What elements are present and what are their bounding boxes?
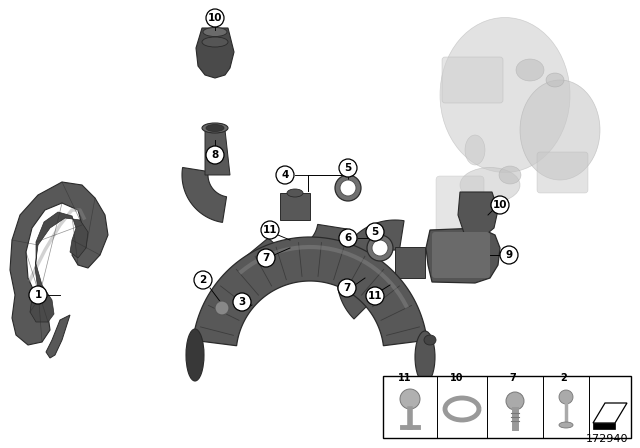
Ellipse shape (340, 180, 356, 196)
Text: 9: 9 (506, 250, 513, 260)
FancyBboxPatch shape (537, 152, 588, 193)
Ellipse shape (424, 335, 436, 345)
Text: 4: 4 (282, 170, 289, 180)
Text: 11: 11 (368, 291, 382, 301)
FancyBboxPatch shape (432, 232, 490, 278)
Circle shape (194, 271, 212, 289)
Text: 7: 7 (509, 373, 516, 383)
FancyBboxPatch shape (436, 176, 484, 254)
Text: 7: 7 (262, 253, 269, 263)
Text: 10: 10 (493, 200, 508, 210)
Ellipse shape (203, 27, 227, 36)
Polygon shape (182, 168, 227, 222)
Ellipse shape (287, 189, 303, 197)
Circle shape (339, 159, 357, 177)
Ellipse shape (415, 331, 435, 383)
Text: 7: 7 (343, 283, 351, 293)
FancyBboxPatch shape (442, 57, 503, 103)
Circle shape (366, 287, 384, 305)
Text: 5: 5 (371, 227, 379, 237)
Ellipse shape (465, 135, 485, 165)
Ellipse shape (516, 59, 544, 81)
Circle shape (338, 279, 356, 297)
Text: 5: 5 (344, 163, 351, 173)
Circle shape (506, 392, 524, 410)
Ellipse shape (559, 422, 573, 428)
Circle shape (261, 221, 279, 239)
Ellipse shape (520, 80, 600, 180)
Polygon shape (337, 220, 404, 319)
Polygon shape (196, 28, 234, 78)
Text: 10: 10 (450, 373, 463, 383)
Text: 1: 1 (35, 290, 42, 300)
Circle shape (366, 223, 384, 241)
Polygon shape (30, 212, 88, 322)
Circle shape (339, 229, 357, 247)
Circle shape (491, 196, 509, 214)
Circle shape (206, 9, 224, 27)
Ellipse shape (367, 235, 393, 261)
Ellipse shape (460, 168, 520, 202)
Text: 172940: 172940 (586, 434, 628, 444)
Text: 6: 6 (344, 233, 351, 243)
Polygon shape (10, 182, 108, 345)
Ellipse shape (186, 329, 204, 381)
Polygon shape (395, 247, 425, 278)
Polygon shape (193, 237, 427, 346)
Text: 11: 11 (398, 373, 412, 383)
Circle shape (559, 390, 573, 404)
Polygon shape (458, 192, 498, 233)
Ellipse shape (335, 175, 361, 201)
Circle shape (215, 301, 229, 315)
Ellipse shape (372, 240, 388, 256)
Polygon shape (245, 224, 348, 278)
Circle shape (276, 166, 294, 184)
Ellipse shape (202, 123, 228, 133)
Ellipse shape (499, 166, 521, 184)
Text: 11: 11 (263, 225, 277, 235)
Polygon shape (280, 193, 310, 220)
Circle shape (233, 293, 251, 311)
Text: 2: 2 (560, 373, 567, 383)
Circle shape (206, 146, 224, 164)
Ellipse shape (440, 17, 570, 172)
Circle shape (257, 249, 275, 267)
Polygon shape (205, 130, 230, 175)
Ellipse shape (206, 125, 224, 132)
Circle shape (29, 286, 47, 304)
Circle shape (400, 389, 420, 409)
Polygon shape (426, 228, 500, 283)
Text: 8: 8 (211, 150, 219, 160)
Bar (383, 376, 631, 438)
Polygon shape (46, 315, 70, 358)
Text: 10: 10 (208, 13, 222, 23)
Ellipse shape (202, 37, 228, 47)
Polygon shape (593, 403, 627, 423)
Circle shape (500, 246, 518, 264)
Polygon shape (593, 423, 615, 429)
Ellipse shape (546, 73, 564, 87)
Text: 3: 3 (238, 297, 246, 307)
Text: 2: 2 (200, 275, 207, 285)
